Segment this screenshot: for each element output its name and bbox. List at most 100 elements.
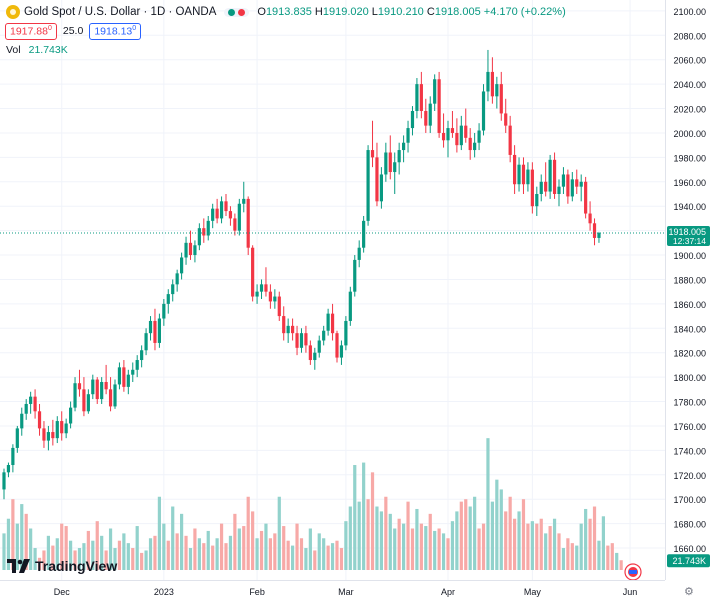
volume-bar xyxy=(615,552,619,570)
volume-bar xyxy=(513,518,517,570)
volume-bar xyxy=(255,538,259,570)
candle-body xyxy=(526,169,530,185)
price-tick-label: 1960.00 xyxy=(673,178,706,188)
candle-body xyxy=(455,132,459,146)
tradingview-logo[interactable]: TradingView xyxy=(7,558,117,574)
volume-bar xyxy=(433,530,437,570)
bid-button[interactable]: 1917.880 xyxy=(5,23,57,40)
volume-bar xyxy=(584,508,588,570)
candle-body xyxy=(69,407,73,424)
volume-bar xyxy=(100,535,104,570)
price-change: +4.170 (+0.22%) xyxy=(483,6,566,18)
volume-bar xyxy=(504,511,508,570)
chart-pane[interactable] xyxy=(0,0,665,581)
volume-bar xyxy=(20,504,24,570)
candle-body xyxy=(42,428,46,441)
volume-bar xyxy=(264,523,268,570)
candle-body xyxy=(486,71,490,92)
candle-body xyxy=(428,103,432,126)
candle-body xyxy=(242,198,246,204)
price-axis[interactable]: 1660.00 1680.00 1700.00 1720.00 1740.00 1760.… xyxy=(665,0,710,580)
volume-bar xyxy=(468,506,472,570)
candle-body xyxy=(584,181,588,214)
price-tick-label: 2040.00 xyxy=(673,80,706,90)
candle-body xyxy=(15,428,19,448)
volume-legend[interactable]: Vol 21.743K xyxy=(6,44,68,56)
candle-body xyxy=(148,320,153,334)
events-marker-flag-icon xyxy=(629,570,637,574)
tradingview-logo-icon xyxy=(7,559,30,573)
ask-price-sup: 0 xyxy=(132,25,137,32)
volume-bar xyxy=(330,543,335,570)
volume-bar xyxy=(459,501,463,570)
volume-bar xyxy=(592,506,597,570)
candle-body xyxy=(330,313,335,334)
candle-body xyxy=(504,113,508,126)
volume-bar xyxy=(450,521,455,570)
volume-bar xyxy=(477,528,481,570)
candle-body xyxy=(539,181,543,194)
ask-button[interactable]: 1918.130 xyxy=(89,23,142,40)
time-axis[interactable]: Dec2023FebMarAprMayJunJul xyxy=(0,580,665,601)
candle-body xyxy=(557,186,561,194)
volume-bar xyxy=(446,538,450,570)
price-tick-label: 2000.00 xyxy=(673,129,706,139)
volume-bar xyxy=(15,523,19,570)
bid-price-sup: 0 xyxy=(47,25,52,32)
candle-body xyxy=(100,382,104,400)
symbol-title[interactable]: Gold Spot / U.S. Dollar · 1D · OANDA xyxy=(24,6,217,18)
volume-bar xyxy=(242,526,246,570)
price-scale[interactable]: 1660.00 1680.00 1700.00 1720.00 1740.00 1760.… xyxy=(666,0,710,580)
candle-body xyxy=(473,142,477,151)
volume-bar xyxy=(464,499,468,570)
volume-bar xyxy=(344,521,348,570)
volume-bar xyxy=(46,535,50,570)
volume-bar xyxy=(86,530,90,570)
candle-body xyxy=(86,394,90,412)
volume-bar xyxy=(211,545,215,570)
candle-body xyxy=(246,198,250,248)
time-scale[interactable]: Dec2023FebMarAprMayJunJul xyxy=(0,581,665,601)
settings-gear-icon[interactable]: ⚙ xyxy=(684,586,694,598)
volume-value: 21.743K xyxy=(28,44,68,56)
events-marker-icon[interactable] xyxy=(624,563,642,581)
volume-bar xyxy=(415,508,419,570)
volume-bar xyxy=(481,523,486,570)
price-tick-label: 1840.00 xyxy=(673,324,706,334)
candle-body xyxy=(175,273,179,285)
candle-body xyxy=(499,84,503,114)
candle-body xyxy=(366,150,370,221)
candle-body xyxy=(113,384,117,407)
candlestick-chart[interactable] xyxy=(0,0,665,581)
volume-bar xyxy=(548,526,552,570)
bid-ask-row: 1917.880 25.0 1918.130 xyxy=(5,23,142,40)
candle-body xyxy=(95,379,99,400)
volume-bar xyxy=(317,533,321,570)
candle-body xyxy=(397,150,401,163)
market-status-pill[interactable] xyxy=(224,7,250,17)
volume-bar xyxy=(206,530,210,570)
volume-bar xyxy=(286,540,290,570)
time-tick-label: Apr xyxy=(441,587,455,597)
volume-bar xyxy=(552,518,557,570)
volume-bar xyxy=(69,540,73,570)
volume-badge[interactable]: 21.743K xyxy=(667,554,710,568)
volume-bar xyxy=(353,465,357,570)
volume-bar xyxy=(166,540,170,570)
volume-bar xyxy=(237,528,241,570)
price-tick-label: 1780.00 xyxy=(673,398,706,408)
candle-body xyxy=(259,284,264,292)
volume-bar xyxy=(406,501,410,570)
candle-body xyxy=(362,220,366,248)
volume-bar xyxy=(77,548,82,570)
candle-body xyxy=(370,150,375,158)
volume-bar xyxy=(428,513,432,570)
volume-bar xyxy=(55,538,59,570)
volume-bar xyxy=(188,548,193,570)
candle-body xyxy=(410,110,415,129)
candle-body xyxy=(64,423,68,434)
candle-body xyxy=(597,233,601,238)
volume-bar xyxy=(299,538,304,570)
candle-body xyxy=(335,333,339,358)
